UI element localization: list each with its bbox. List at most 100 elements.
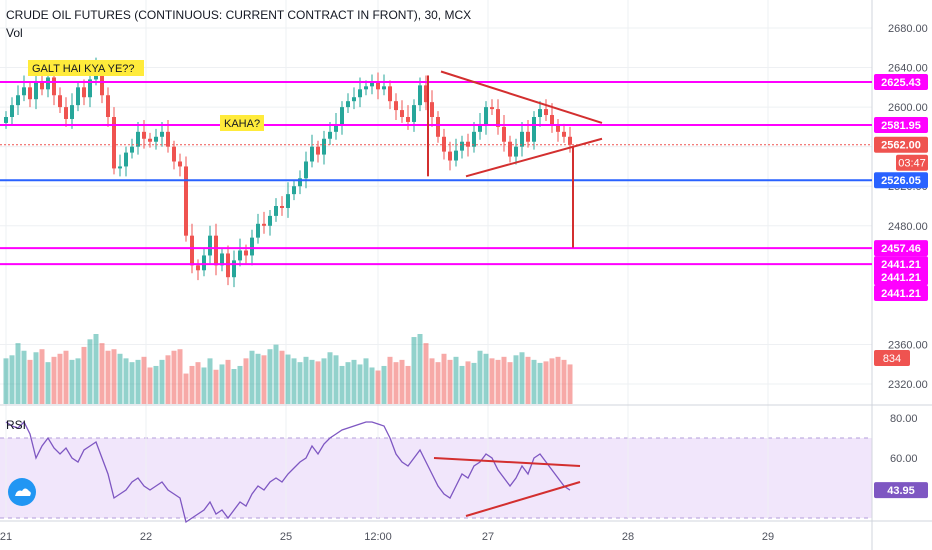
candle-body: [550, 115, 554, 125]
volume-bar: [441, 353, 447, 404]
volume-bar: [291, 358, 297, 404]
candle-body: [40, 82, 44, 90]
volume-bar: [153, 365, 159, 404]
volume-bar: [363, 358, 369, 404]
volume-bar: [357, 364, 363, 404]
price-level-label-bg: [874, 269, 928, 286]
candle-body: [244, 250, 248, 256]
volume-bar: [177, 349, 183, 404]
volume-bar: [45, 362, 51, 404]
volume-bar: [471, 362, 477, 404]
volume-bar: [117, 353, 123, 404]
candle-body: [160, 131, 164, 137]
volume-bar: [381, 365, 387, 404]
volume-bar: [249, 350, 255, 404]
annotation-text: KAHA?: [224, 118, 260, 130]
candle-body: [322, 138, 326, 155]
volume-bar: [183, 373, 189, 404]
candle-body: [424, 85, 428, 103]
upper-trendline: [440, 70, 603, 124]
price-tick-label: 2320.00: [888, 379, 928, 391]
volume-value-label: 834: [883, 353, 901, 365]
volume-bar: [195, 362, 201, 404]
candle-body: [130, 146, 134, 153]
volume-bar: [315, 361, 321, 404]
volume-bar: [393, 362, 399, 404]
candle-body: [340, 107, 344, 125]
volume-bar: [297, 362, 303, 404]
volume-bar: [399, 359, 405, 404]
volume-bar: [435, 362, 441, 404]
price-level-label: 2526.05: [881, 175, 921, 187]
candle-body: [520, 131, 524, 147]
volume-bar: [111, 349, 117, 404]
candle-body: [526, 131, 530, 142]
candle-body: [490, 107, 494, 110]
candle-body: [334, 124, 338, 132]
volume-bar: [189, 365, 195, 404]
rsi-upper-trendline: [433, 457, 581, 467]
candle-body: [568, 136, 572, 145]
volume-bar: [405, 365, 411, 404]
volume-bar: [489, 358, 495, 404]
rsi-band: [0, 438, 872, 518]
candle-body: [280, 206, 284, 208]
volume-bar: [75, 358, 81, 404]
candle-body: [232, 260, 236, 278]
volume-bar: [147, 367, 153, 404]
rsi-lower-trendline: [465, 481, 581, 517]
time-tick-label: 29: [762, 531, 774, 543]
volume-bar: [423, 343, 429, 404]
volume-bar: [375, 370, 381, 404]
volume-bar: [507, 362, 513, 404]
candle-body: [82, 87, 86, 98]
candle-body: [256, 223, 260, 238]
volume-bar: [531, 359, 537, 404]
candle-body: [388, 86, 392, 102]
candle-body: [352, 97, 356, 102]
price-level-label-bg: [874, 73, 928, 90]
volume-bar: [279, 350, 285, 404]
volume-bar: [201, 367, 207, 404]
candle-body: [178, 161, 182, 167]
tradingview-logo-icon[interactable]: [8, 478, 36, 506]
candle-body: [10, 105, 14, 117]
candle-body: [64, 107, 68, 119]
volume-bar: [243, 358, 249, 404]
volume-bar: [465, 361, 471, 404]
volume-bar: [567, 364, 573, 404]
candle-body: [448, 151, 452, 161]
candle-body: [328, 131, 332, 139]
volume-bar: [447, 359, 453, 404]
volume-bar: [543, 361, 549, 404]
candle-body: [148, 138, 152, 142]
candle-body: [544, 109, 548, 116]
chart-title: CRUDE OIL FUTURES (CONTINUOUS: CURRENT C…: [6, 8, 472, 22]
volume-bar: [501, 356, 507, 404]
volume-bar: [231, 369, 237, 404]
volume-bar: [81, 346, 87, 404]
candle-body: [412, 105, 416, 122]
candle-body: [286, 194, 290, 208]
candle-body: [184, 166, 188, 236]
time-tick-label: 12:00: [364, 531, 392, 543]
candle-body: [70, 105, 74, 119]
volume-bar: [93, 334, 99, 404]
candle-body: [298, 178, 302, 187]
price-level-label-bg: [874, 240, 928, 257]
time-tick-label: 27: [482, 531, 494, 543]
candle-body: [220, 253, 224, 266]
volume-bar: [207, 358, 213, 404]
candle-body: [430, 102, 434, 117]
volume-bar: [429, 358, 435, 404]
volume-bar: [63, 350, 69, 404]
candle-body: [238, 250, 242, 261]
volume-bar: [303, 356, 309, 404]
volume-bar: [51, 356, 57, 404]
volume-bar: [3, 358, 9, 404]
volume-bar: [561, 359, 567, 404]
volume-indicator-label: Vol: [6, 26, 23, 40]
lower-trendline: [465, 137, 603, 178]
price-tick-label: 2360.00: [888, 339, 928, 351]
